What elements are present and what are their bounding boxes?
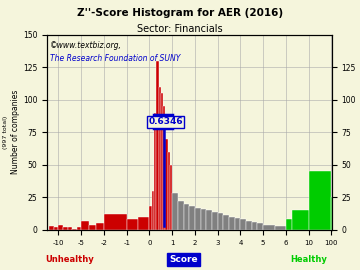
Bar	[158, 87, 161, 230]
Bar	[309, 171, 331, 230]
Bar	[81, 221, 89, 230]
Bar	[96, 223, 104, 230]
Bar	[292, 210, 309, 230]
Bar	[163, 106, 165, 230]
Bar	[63, 227, 68, 230]
Bar	[235, 218, 240, 230]
Bar	[49, 226, 54, 230]
Text: Unhealthy: Unhealthy	[45, 255, 94, 264]
Bar	[218, 213, 223, 230]
Bar	[178, 201, 184, 230]
Bar	[156, 61, 158, 230]
Bar	[275, 226, 286, 230]
Bar	[165, 139, 168, 230]
Bar	[263, 225, 275, 230]
Bar	[161, 93, 163, 230]
Bar	[286, 220, 292, 230]
Bar	[195, 208, 201, 230]
Bar	[168, 152, 170, 230]
Bar	[223, 215, 229, 230]
Bar	[72, 228, 77, 230]
Bar	[240, 220, 246, 230]
Bar	[206, 210, 212, 230]
Bar	[149, 206, 152, 230]
Bar	[127, 220, 138, 230]
Bar	[54, 227, 58, 230]
Bar	[89, 225, 96, 230]
Text: Z''-Score Histogram for AER (2016): Z''-Score Histogram for AER (2016)	[77, 8, 283, 18]
Text: Healthy: Healthy	[291, 255, 327, 264]
Bar	[257, 223, 263, 230]
Text: Score: Score	[169, 255, 198, 264]
Bar	[246, 221, 252, 230]
Bar	[212, 212, 218, 230]
Bar	[201, 209, 206, 230]
Text: ©www.textbiz.org,: ©www.textbiz.org,	[50, 40, 122, 49]
Bar	[229, 217, 235, 230]
Bar	[172, 193, 178, 230]
Y-axis label: Number of companies: Number of companies	[11, 90, 20, 174]
Bar	[77, 227, 81, 230]
Bar	[170, 165, 172, 230]
Text: 0.6346: 0.6346	[148, 117, 183, 126]
Bar	[68, 227, 72, 230]
Bar	[189, 206, 195, 230]
Bar	[184, 204, 189, 230]
Text: Sector: Financials: Sector: Financials	[137, 24, 223, 34]
Text: (997 total): (997 total)	[3, 116, 8, 149]
Bar	[152, 191, 154, 230]
Bar	[154, 113, 156, 230]
Text: The Research Foundation of SUNY: The Research Foundation of SUNY	[50, 54, 180, 63]
Bar	[138, 217, 149, 230]
Bar	[252, 222, 257, 230]
Bar	[58, 225, 63, 230]
Bar	[104, 214, 127, 230]
